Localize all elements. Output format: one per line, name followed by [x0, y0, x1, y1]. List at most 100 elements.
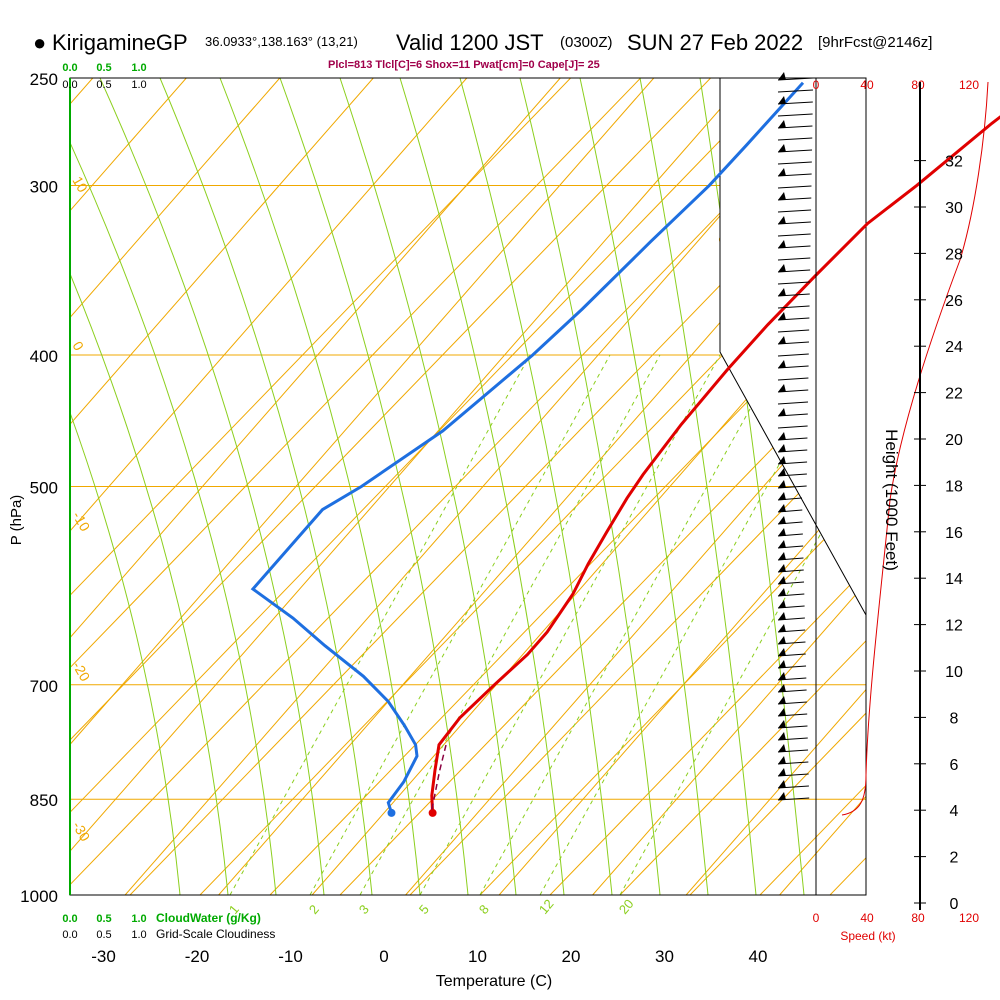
wind-barb-flag [778, 516, 786, 524]
wind-barb [777, 353, 809, 357]
pressure-tick-label: 400 [30, 347, 58, 366]
isotherm [70, 78, 655, 746]
wind-barb-flag [778, 744, 786, 752]
height-tick-label: 2 [950, 850, 959, 867]
dry-adiabat [970, 0, 1000, 895]
wind-barb [777, 377, 809, 381]
wind-barb-flag [778, 600, 786, 608]
cloudiness-tick-top: 1.0 [131, 79, 146, 91]
speed-tick-bottom: 80 [911, 911, 925, 925]
cloudiness-tick-bottom: 1.0 [131, 929, 146, 941]
wind-barb-flag [778, 636, 786, 644]
wind-barb-flag [778, 456, 786, 464]
wind-barb [777, 185, 812, 189]
wind-barb-flag [778, 768, 786, 776]
wind-barb-flag [778, 216, 786, 224]
wind-barb-flag [778, 732, 786, 740]
station-name: KirigamineGP [52, 30, 188, 55]
wind-barb [777, 233, 811, 237]
pressure-tick-label: 500 [30, 479, 58, 498]
moist-adiabat [99, 78, 325, 895]
dry-adiabat [549, 567, 866, 895]
wind-barb-flag [778, 504, 786, 512]
wind-barb-flag [778, 648, 786, 656]
height-tick-label: 30 [945, 200, 963, 217]
wind-barb-flag [778, 624, 786, 632]
mixing-ratio-label: 5 [416, 902, 432, 917]
speed-tick-top: 120 [959, 78, 979, 92]
cloudiness-tick-bottom: 0.0 [62, 929, 77, 941]
isotherm [311, 261, 866, 895]
x-tick-label: -30 [91, 947, 116, 966]
cutout-region [720, 78, 866, 615]
cloud-water-label: CloudWater (g/Kg) [156, 911, 261, 925]
dry-adiabat [619, 640, 866, 895]
isotherm [70, 78, 561, 639]
height-tick-label: 32 [945, 154, 963, 171]
wind-barb-flag [778, 192, 786, 200]
wind-barb-flag [778, 480, 786, 488]
height-tick-label: 8 [950, 710, 959, 727]
wind-barb-flag [778, 432, 786, 440]
wind-barb [777, 137, 813, 141]
height-tick-label: 16 [945, 525, 963, 542]
wind-barb [777, 401, 809, 405]
series-line-2 [431, 740, 448, 810]
x-tick-label: 0 [379, 947, 388, 966]
series-line-0 [430, 115, 1000, 813]
isotherm [405, 368, 866, 895]
wind-barb-flag [778, 540, 786, 548]
speed-tick-top: 80 [911, 78, 925, 92]
station-bullet: ● [33, 30, 47, 55]
dry-adiabat [70, 78, 712, 741]
dry-adiabat [409, 423, 866, 895]
height-tick-label: 26 [945, 293, 963, 310]
wind-barb-flag [778, 408, 786, 416]
wind-barb [777, 209, 812, 213]
wind-barb-flag [778, 240, 786, 248]
speed-tick-top: 0 [813, 78, 820, 92]
moist-adiabat [279, 78, 469, 895]
cloud-water-tick-bottom: 0.0 [62, 913, 77, 925]
speed-tick-bottom: 0 [813, 911, 820, 925]
moist-adiabat [399, 78, 565, 895]
pressure-tick-label: 250 [30, 70, 58, 89]
wind-barb-flag [778, 528, 786, 536]
cloud-water-tick-bottom: 0.5 [96, 913, 111, 925]
wind-barb-flag [778, 792, 786, 800]
isotherm [70, 78, 468, 532]
cloud-water-tick-top: 0.0 [62, 62, 77, 74]
cloud-water-tick-bottom: 1.0 [131, 913, 146, 925]
isotherm-label: -30 [69, 819, 93, 845]
dry-adiabat [129, 133, 866, 895]
mixing-ratio-label: 12 [536, 896, 557, 917]
dry-adiabat [689, 712, 866, 895]
mixing-ratio-label: 8 [476, 902, 492, 917]
cloudiness-tick-top: 0.0 [62, 79, 77, 91]
wind-barb-flag [778, 384, 786, 392]
wind-barb-flag [778, 612, 786, 620]
dry-adiabat [269, 278, 866, 895]
x-tick-label: 20 [562, 947, 581, 966]
wind-barb-flag [778, 720, 786, 728]
isotherm-label: 10 [69, 174, 91, 196]
cloud-water-tick-top: 0.5 [96, 62, 111, 74]
wind-barb-flag [778, 468, 786, 476]
dry-adiabat [70, 78, 642, 669]
speed-tick-bottom: 40 [860, 911, 874, 925]
mixing-ratio-line [479, 354, 781, 895]
wind-barb-flag [778, 360, 786, 368]
wind-barb-flag [778, 72, 786, 80]
height-tick-label: 20 [945, 432, 963, 449]
isotherm [70, 78, 281, 319]
wind-barb-flag [778, 684, 786, 692]
moist-adiabat [159, 78, 373, 895]
forecast-info: [9hrFcst@2146z] [818, 34, 933, 51]
isotherm-label: -10 [69, 509, 93, 535]
mixing-ratio-line [309, 354, 611, 895]
speed-label: Speed (kt) [840, 929, 895, 943]
moist-adiabat [70, 141, 277, 895]
mixing-ratio-line [359, 354, 661, 895]
valid-date: SUN 27 Feb 2022 [627, 30, 804, 55]
